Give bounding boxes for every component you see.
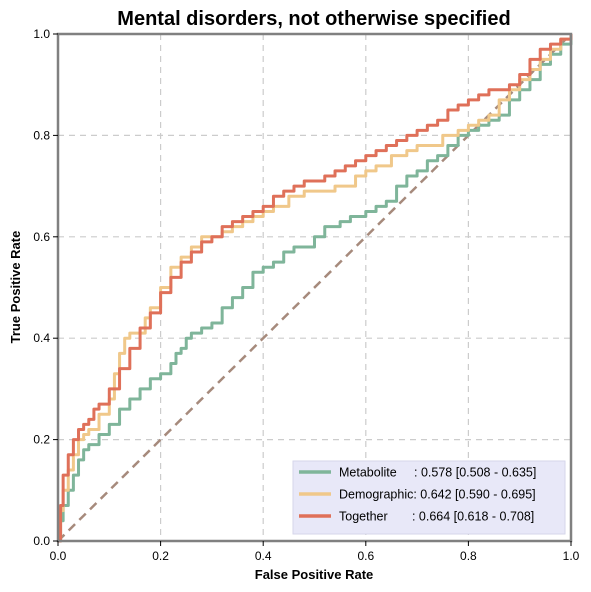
series-line-demographic (58, 34, 573, 543)
plot-frame (56, 32, 573, 543)
y-tick-label: 0.4 (33, 331, 50, 345)
x-tick-label: 0.8 (460, 549, 477, 563)
tick-group: 0.0 0.2 0.4 0.6 0.8 1.0 0.0 0.2 0.4 0.6 0.8 1.0 (33, 27, 579, 563)
y-axis-label: True Positive Rate (8, 231, 23, 344)
x-tick-label: 1.0 (563, 549, 580, 563)
series-line-together (58, 34, 573, 543)
legend-label-metabolite: Metabolite : 0.578 [0.508 - 0.635] (339, 466, 536, 480)
x-axis-label: False Positive Rate (255, 567, 374, 582)
x-tick-label: 0.4 (255, 549, 272, 563)
x-tick-label: 0.0 (50, 549, 67, 563)
x-tick-label: 0.6 (357, 549, 374, 563)
legend-label-together: Together : 0.664 [0.618 - 0.708] (339, 510, 534, 524)
legend-label-demographic: Demographic: 0.642 [0.590 - 0.695] (339, 488, 536, 502)
y-tick-label: 0.8 (33, 128, 50, 142)
chart-title: Mental disorders, not otherwise specifie… (117, 8, 510, 30)
y-tick-label: 0.2 (33, 433, 50, 447)
y-tick-label: 1.0 (33, 27, 50, 41)
y-tick-label: 0.6 (33, 230, 50, 244)
y-tick-label: 0.0 (33, 534, 50, 548)
chance-line (57, 33, 572, 542)
legend-box (292, 460, 566, 535)
x-tick-label: 0.2 (152, 549, 169, 563)
grid (58, 34, 571, 541)
legend: Metabolite : 0.578 [0.508 - 0.635] Demogr… (292, 460, 566, 535)
series-group (58, 34, 573, 543)
